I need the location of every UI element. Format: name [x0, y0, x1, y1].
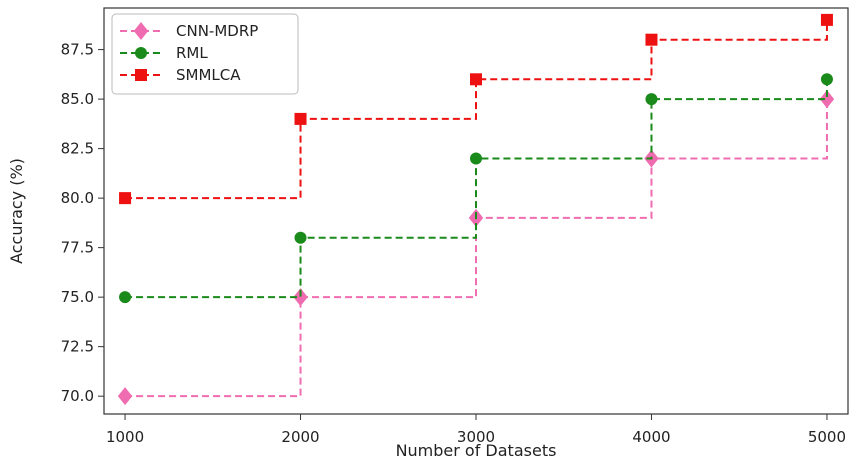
- data-point-rml: [294, 231, 307, 244]
- x-tick-label: 5000: [808, 428, 846, 446]
- data-point-cnn-mdrp: [819, 90, 835, 109]
- x-tick-label: 4000: [632, 428, 670, 446]
- series-line-cnn-mdrp: [125, 99, 828, 398]
- data-point-rml: [820, 73, 833, 86]
- y-axis-label: Accuracy (%): [7, 158, 26, 264]
- y-tick-label: 82.5: [61, 140, 94, 158]
- legend-marker-smmlca: [135, 69, 147, 81]
- data-point-smmlca: [294, 112, 307, 125]
- y-tick-label: 70.0: [61, 387, 94, 405]
- series-line-smmlca: [125, 19, 828, 200]
- legend: CNN-MDRP RML SMMLCA: [111, 13, 299, 95]
- data-point-smmlca: [470, 73, 482, 86]
- x-tick-label: 1000: [106, 428, 144, 446]
- y-tick-label: 77.5: [61, 239, 94, 257]
- data-point-cnn-mdrp: [293, 288, 308, 307]
- x-axis-label: Number of Datasets: [396, 441, 557, 459]
- data-point-smmlca: [645, 33, 658, 46]
- y-tick-label: 72.5: [61, 338, 94, 356]
- x-axis: 1000 2000 3000 4000 5000: [106, 414, 846, 446]
- y-tick-label: 75.0: [61, 288, 94, 306]
- legend-marker-rml: [135, 47, 147, 59]
- legend-marker-cnn-mdrp: [133, 22, 149, 40]
- y-tick-label: 80.0: [61, 189, 94, 207]
- x-tick-label: 2000: [281, 428, 319, 446]
- y-axis: 70.0 72.5 75.0 77.5 80.0 82.5 85.0 87.5: [61, 41, 104, 405]
- x-tick-label: 3000: [457, 428, 495, 446]
- plot-series: [117, 13, 835, 406]
- y-tick-label: 85.0: [61, 90, 94, 108]
- legend-label-rml: RML: [176, 44, 208, 62]
- series-rml: [119, 73, 833, 304]
- series-smmlca: [119, 13, 833, 205]
- data-point-rml: [470, 152, 482, 165]
- series-cnn-mdrp: [117, 90, 835, 406]
- data-point-smmlca: [119, 192, 132, 205]
- series-line-rml: [125, 79, 828, 299]
- y-tick-label: 87.5: [61, 41, 94, 59]
- data-point-smmlca: [820, 13, 833, 26]
- legend-label-smmlca: SMMLCA: [176, 66, 241, 84]
- data-point-rml: [645, 93, 658, 106]
- data-point-cnn-mdrp: [117, 387, 133, 406]
- data-point-rml: [119, 291, 132, 304]
- legend-label-cnn-mdrp: CNN-MDRP: [176, 22, 258, 40]
